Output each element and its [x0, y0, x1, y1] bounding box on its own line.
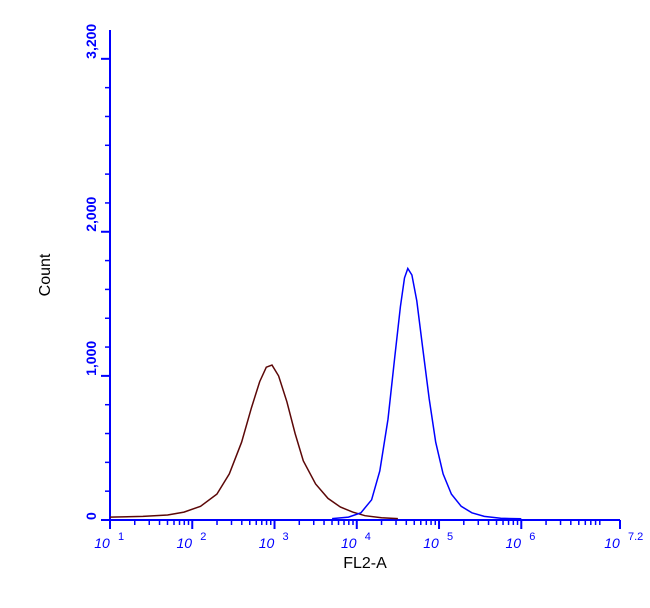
svg-text:3,200: 3,200: [83, 24, 99, 59]
svg-text:1,000: 1,000: [83, 341, 99, 376]
svg-text:0: 0: [83, 512, 99, 520]
svg-text:6: 6: [529, 531, 535, 543]
svg-text:10: 10: [94, 535, 110, 551]
svg-text:10: 10: [604, 535, 620, 551]
x-axis-label: FL2-A: [343, 555, 387, 572]
flow-cytometry-histogram: 0 1,000 2,000 3,200 10 1 10 2 10 3 10 4 10 5 10 6 10 7.2 F…: [0, 0, 650, 608]
svg-text:10: 10: [176, 535, 192, 551]
svg-text:10: 10: [506, 535, 522, 551]
svg-text:10: 10: [259, 535, 275, 551]
svg-text:2: 2: [200, 531, 206, 543]
y-axis-label: Count: [37, 253, 54, 296]
svg-text:1: 1: [118, 531, 124, 543]
svg-text:4: 4: [365, 531, 371, 543]
svg-text:10: 10: [341, 535, 357, 551]
svg-text:3: 3: [283, 531, 289, 543]
svg-text:5: 5: [447, 531, 453, 543]
svg-text:2,000: 2,000: [83, 197, 99, 232]
svg-text:7.2: 7.2: [628, 531, 643, 543]
svg-text:10: 10: [423, 535, 439, 551]
